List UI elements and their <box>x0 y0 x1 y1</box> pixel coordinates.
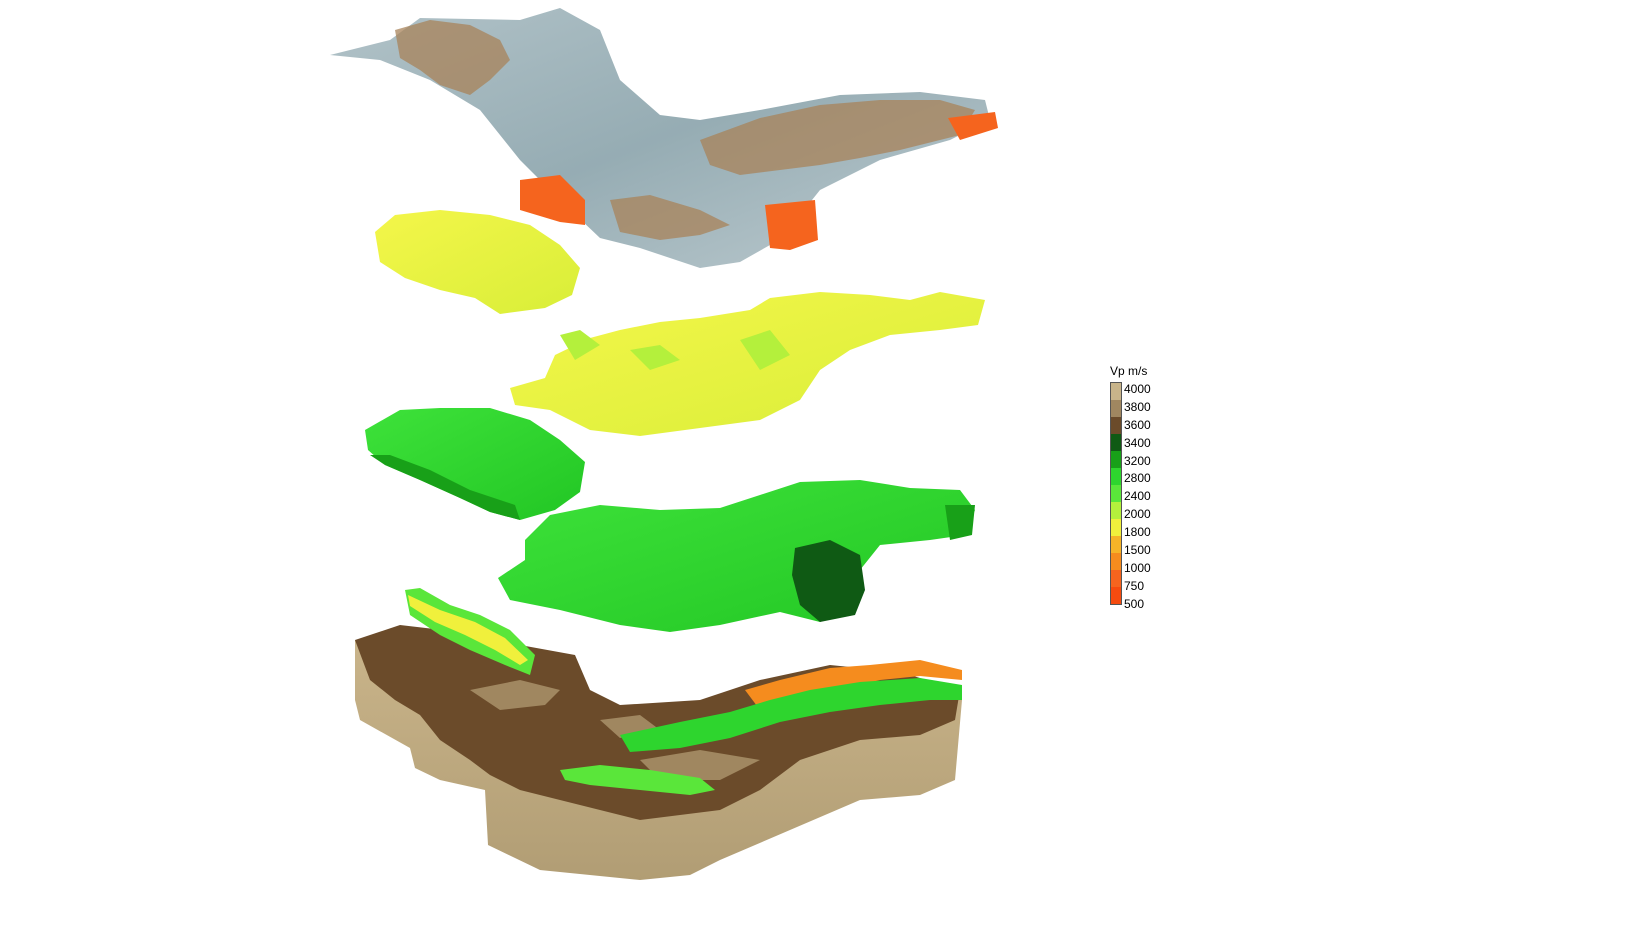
legend-label: 2800 <box>1124 471 1151 486</box>
yellow-block-edges <box>560 330 790 370</box>
yellow-block-left <box>375 210 580 314</box>
legend-swatch <box>1111 502 1121 519</box>
surface-orange-edge-right <box>765 200 818 250</box>
legend-swatch <box>1111 417 1121 434</box>
legend-swatch <box>1111 570 1121 587</box>
legend-label: 3600 <box>1124 417 1151 432</box>
basement-green-ridge-right <box>620 678 962 752</box>
yellow-layer <box>375 210 985 436</box>
legend-swatch <box>1111 519 1121 536</box>
surface-orange-edge-far <box>948 112 998 140</box>
legend-label: 1000 <box>1124 560 1151 575</box>
basement-layer <box>355 588 962 880</box>
legend-label: 500 <box>1124 596 1145 611</box>
legend-title: Vp m/s <box>1110 364 1148 378</box>
legend-label: 1800 <box>1124 525 1151 540</box>
legend-label: 750 <box>1124 578 1145 593</box>
legend-label: 3400 <box>1124 435 1151 450</box>
green-layer <box>365 408 975 632</box>
legend-label: 3200 <box>1124 453 1151 468</box>
legend-label: 4000 <box>1124 382 1151 396</box>
legend-swatch <box>1111 434 1121 451</box>
surface-orange-edge-left <box>520 175 585 225</box>
legend-label: 2400 <box>1124 489 1151 504</box>
legend-swatch <box>1111 553 1121 570</box>
legend-swatch <box>1111 485 1121 502</box>
legend-swatch <box>1111 587 1121 604</box>
green-dark-strip <box>370 455 975 540</box>
surface-brown-patches <box>395 20 975 240</box>
basement-yellow-ridge-left <box>408 595 528 665</box>
legend-swatch <box>1111 451 1121 468</box>
green-block-upper <box>365 408 585 520</box>
green-dark-cylinder <box>792 540 865 622</box>
legend-swatch <box>1111 383 1121 400</box>
legend-label: 2000 <box>1124 507 1151 522</box>
legend-labels: 4000 3800 3600 3400 3200 2800 2400 2000 1800 1500… <box>1124 380 1151 613</box>
legend-swatch <box>1111 468 1121 485</box>
yellow-block-right <box>510 292 985 436</box>
basement-green-ridge-front <box>560 765 715 795</box>
basement-light-patches <box>470 680 760 780</box>
legend-label: 1500 <box>1124 543 1151 558</box>
surface-layer <box>330 8 998 268</box>
legend-colorbar <box>1110 382 1122 605</box>
legend-label: 3800 <box>1124 399 1151 414</box>
green-block-lower <box>498 480 975 632</box>
legend-swatch <box>1111 536 1121 553</box>
legend-swatch <box>1111 400 1121 417</box>
